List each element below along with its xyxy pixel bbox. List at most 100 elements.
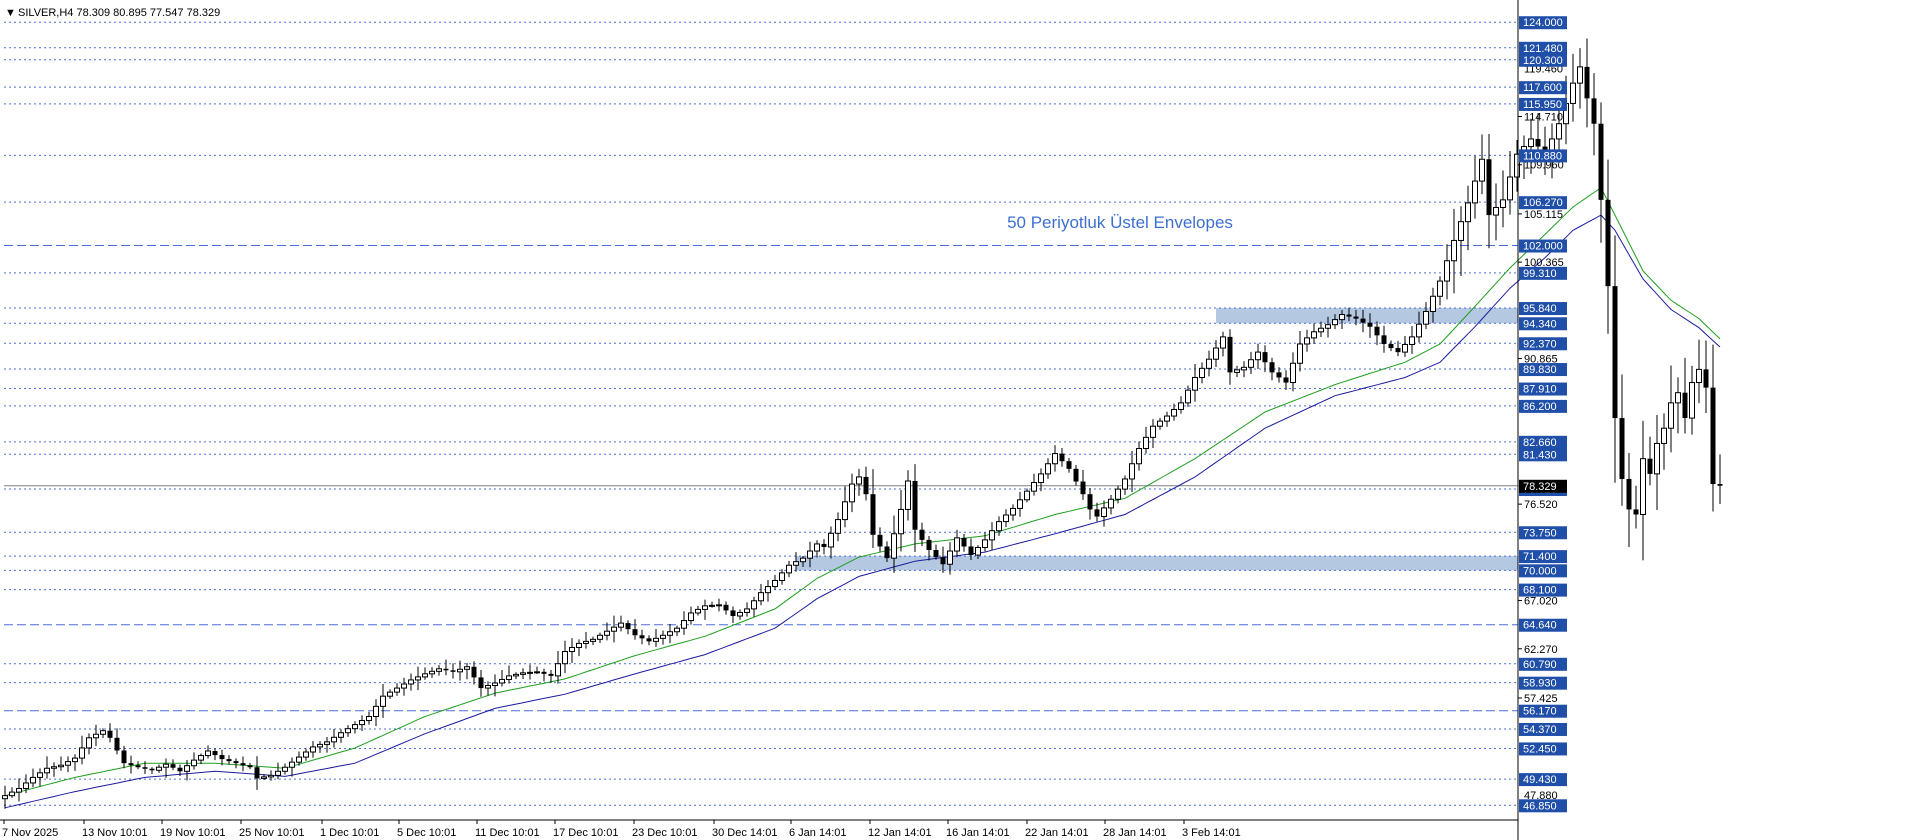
candle-body-down bbox=[1619, 418, 1625, 479]
candle bbox=[926, 536, 932, 561]
candle-body-up bbox=[1255, 351, 1261, 361]
level-price-tag bbox=[1519, 363, 1567, 377]
candle bbox=[310, 741, 316, 758]
level-price-tag bbox=[1519, 435, 1567, 449]
level-price-tag-label: 73.750 bbox=[1523, 527, 1557, 539]
candle-body-up bbox=[317, 743, 323, 748]
candle-body-down bbox=[1087, 494, 1093, 510]
candle-body-up bbox=[1129, 463, 1135, 480]
candle-body-up bbox=[485, 685, 491, 689]
envelope-lower bbox=[4, 214, 1721, 809]
candle bbox=[163, 758, 169, 778]
time-tick-label: 17 Dec 10:01 bbox=[553, 827, 618, 839]
candle-body-up bbox=[366, 715, 372, 722]
candle-body-up bbox=[1150, 425, 1156, 438]
candle bbox=[1143, 426, 1149, 454]
candle-body-down bbox=[1598, 123, 1604, 200]
candle bbox=[1290, 352, 1296, 392]
candle-body-down bbox=[1717, 484, 1723, 486]
candle bbox=[548, 669, 554, 683]
candle bbox=[947, 542, 953, 575]
candle bbox=[1591, 73, 1597, 156]
candle-body-down bbox=[541, 671, 547, 674]
candle bbox=[1339, 310, 1345, 330]
level-price-tag bbox=[1519, 657, 1567, 671]
candle bbox=[149, 767, 155, 775]
candle-body-up bbox=[688, 612, 694, 622]
candle bbox=[856, 468, 862, 496]
candle-body-down bbox=[149, 768, 155, 771]
header-arrow-icon[interactable]: ▼ bbox=[5, 7, 16, 19]
candle-body-up bbox=[786, 564, 792, 574]
level-price-tag bbox=[1519, 676, 1567, 690]
candle-body-down bbox=[1353, 316, 1359, 319]
candle-body-up bbox=[415, 676, 421, 681]
candle bbox=[86, 733, 92, 755]
candle-body-up bbox=[898, 508, 904, 535]
candle bbox=[1423, 302, 1429, 330]
candle bbox=[1584, 38, 1590, 128]
candle bbox=[1094, 502, 1100, 522]
candle bbox=[1437, 276, 1443, 306]
candle bbox=[1647, 436, 1653, 486]
candle bbox=[1311, 323, 1317, 344]
candle bbox=[1073, 465, 1079, 486]
candle bbox=[1570, 53, 1576, 122]
candle-body-down bbox=[1094, 509, 1100, 517]
candle bbox=[212, 748, 218, 761]
candle bbox=[1367, 313, 1373, 338]
candle-body-up bbox=[695, 608, 701, 614]
candle-body-up bbox=[1339, 314, 1345, 321]
candle bbox=[618, 615, 624, 632]
candle bbox=[1080, 470, 1086, 500]
candle-body-up bbox=[310, 746, 316, 753]
candle-body-up bbox=[653, 637, 659, 642]
level-price-tag-label: 54.370 bbox=[1523, 724, 1557, 736]
candle-body-up bbox=[667, 631, 673, 636]
candle bbox=[534, 666, 540, 675]
candle bbox=[779, 569, 785, 585]
level-price-tag-label: 102.000 bbox=[1523, 241, 1563, 253]
candle bbox=[1003, 509, 1009, 528]
candle bbox=[793, 552, 799, 572]
price-tick-label: 109.960 bbox=[1524, 160, 1564, 172]
candle bbox=[611, 615, 617, 643]
level-price-tag-label: 46.850 bbox=[1523, 800, 1557, 812]
candle-body-down bbox=[940, 557, 946, 565]
level-price-tag-label: 94.340 bbox=[1523, 318, 1557, 330]
candle bbox=[352, 721, 358, 734]
candle-body-up bbox=[1248, 359, 1254, 368]
time-tick-label: 12 Jan 14:01 bbox=[868, 827, 932, 839]
candle-body-up bbox=[338, 732, 344, 738]
candle-body-up bbox=[779, 572, 785, 581]
candle-body-down bbox=[877, 534, 883, 547]
envelope-annotation: 50 Periyotluk Üstel Envelopes bbox=[1007, 213, 1233, 232]
candle bbox=[1388, 340, 1394, 352]
level-price-tag bbox=[1519, 16, 1567, 30]
candle-body-up bbox=[1325, 324, 1331, 329]
candle bbox=[730, 606, 736, 623]
candle-body-up bbox=[716, 604, 722, 607]
level-price-tag bbox=[1519, 382, 1567, 396]
candle-body-down bbox=[632, 629, 638, 636]
candle bbox=[1304, 329, 1310, 352]
candle bbox=[912, 464, 918, 552]
candle bbox=[275, 762, 281, 780]
candle bbox=[940, 546, 946, 573]
candle bbox=[961, 533, 967, 552]
candle-body-up bbox=[513, 673, 519, 677]
candle-body-up bbox=[163, 763, 169, 768]
candle-body-up bbox=[1437, 280, 1443, 297]
price-tick-label: 76.520 bbox=[1524, 499, 1558, 511]
candle bbox=[16, 778, 22, 802]
candle-body-up bbox=[681, 620, 687, 629]
candle bbox=[1556, 109, 1562, 152]
candle bbox=[975, 545, 981, 560]
level-price-tag bbox=[1519, 550, 1567, 564]
candle bbox=[100, 728, 106, 738]
level-price-tag bbox=[1519, 704, 1567, 718]
candle-body-up bbox=[100, 730, 106, 735]
last-price-tag-label: 78.329 bbox=[1523, 481, 1557, 493]
candle bbox=[1360, 309, 1366, 333]
candle bbox=[415, 666, 421, 691]
